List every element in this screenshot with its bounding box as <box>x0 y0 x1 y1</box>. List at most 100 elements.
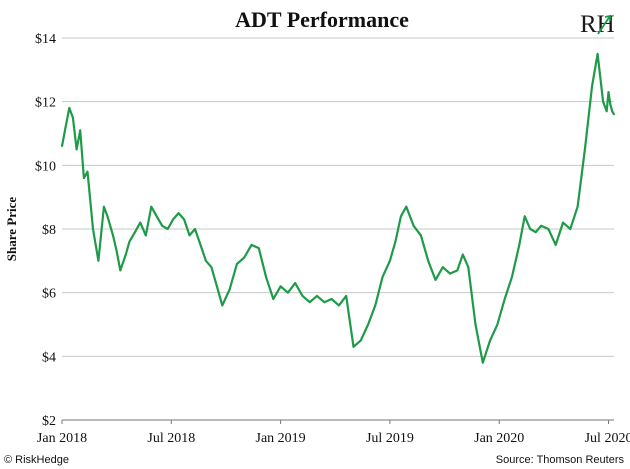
data-point <box>389 259 391 262</box>
data-point <box>294 282 297 284</box>
data-point <box>183 218 186 221</box>
data-point <box>216 285 218 288</box>
data-point <box>602 100 604 103</box>
data-point <box>308 301 311 304</box>
data-point <box>456 269 459 272</box>
data-point <box>540 224 542 227</box>
data-point <box>405 205 408 208</box>
y-tick-labels: $2 $4 $6 $8 $10 $12 $14 <box>35 32 56 429</box>
data-point <box>420 234 422 237</box>
data-point <box>139 221 142 224</box>
data-point <box>400 215 402 218</box>
data-point <box>257 247 260 250</box>
data-point <box>367 323 369 326</box>
data-point <box>467 266 470 269</box>
y-tick-label: $4 <box>42 350 56 365</box>
data-point <box>434 279 437 281</box>
data-point <box>279 285 282 288</box>
x-tick-label: Jul 2018 <box>147 431 195 446</box>
y-tick-label: $2 <box>42 414 56 429</box>
data-point <box>205 259 207 262</box>
y-tick-label: $12 <box>35 96 56 111</box>
data-point <box>243 256 246 259</box>
data-point <box>199 244 202 246</box>
data-point <box>554 244 557 246</box>
data-point <box>72 116 74 119</box>
data-point <box>518 244 521 246</box>
data-point <box>394 240 397 243</box>
data-point <box>609 103 612 106</box>
data-point <box>75 148 78 151</box>
data-point <box>115 250 118 253</box>
data-point <box>529 228 532 230</box>
data-point <box>330 298 333 300</box>
data-point <box>265 275 267 278</box>
data-point <box>481 361 484 364</box>
data-point <box>523 215 526 218</box>
data-point <box>97 259 100 262</box>
data-point <box>144 234 147 237</box>
data-point <box>474 323 477 326</box>
y-tick-label: $14 <box>35 32 56 47</box>
data-point <box>86 170 89 173</box>
data-point <box>596 53 599 55</box>
data-point <box>177 212 180 215</box>
data-point <box>119 269 122 272</box>
y-axis-label: Share Price <box>4 197 19 262</box>
data-point <box>511 275 513 278</box>
data-point <box>381 275 384 278</box>
data-point <box>103 205 105 208</box>
data-point <box>607 91 610 93</box>
data-point <box>562 221 564 224</box>
x-tick-label: Jan 2019 <box>256 431 306 446</box>
data-point <box>496 323 499 326</box>
data-point <box>287 291 289 294</box>
x-tick-label: Jan 2018 <box>37 431 87 446</box>
data-point <box>605 110 608 113</box>
data-point <box>301 295 304 297</box>
data-point <box>188 234 191 237</box>
data-point <box>236 263 238 265</box>
data-point <box>79 129 82 132</box>
data-point <box>584 148 586 151</box>
x-tick-label: Jan 2020 <box>474 431 524 446</box>
y-tick-label: $8 <box>42 223 56 238</box>
logo: RH <box>580 11 615 38</box>
x-tick-label: Jul 2019 <box>366 431 414 446</box>
data-point <box>374 304 377 307</box>
data-point <box>534 231 537 234</box>
data-point <box>172 218 175 221</box>
data-point <box>338 304 340 307</box>
x-tick-label: Jul 2020 <box>585 431 630 446</box>
data-point <box>228 288 231 291</box>
data-point <box>221 304 224 307</box>
data-point <box>150 205 153 208</box>
data-point <box>64 126 67 128</box>
data-point <box>272 298 275 300</box>
data-point <box>427 259 430 262</box>
data-point <box>461 253 464 256</box>
data-point <box>352 345 355 348</box>
chart-title: ADT Performance <box>235 7 409 32</box>
data-point <box>61 145 63 148</box>
data-point <box>576 205 579 208</box>
data-point <box>569 228 572 230</box>
data-point <box>591 84 593 87</box>
data-point <box>323 301 326 304</box>
data-point <box>547 228 550 230</box>
data-point <box>250 244 253 246</box>
y-tick-label: $10 <box>35 159 56 174</box>
data-point <box>345 295 348 297</box>
data-point <box>124 253 127 256</box>
logo-mark: RH <box>580 11 615 38</box>
data-point <box>359 339 362 342</box>
data-point <box>316 295 318 297</box>
data-point <box>166 228 169 230</box>
data-point <box>194 228 196 230</box>
data-point <box>155 215 158 218</box>
grid <box>62 37 614 357</box>
data-point <box>161 224 164 227</box>
data-point <box>112 234 114 237</box>
data-point <box>611 110 614 113</box>
